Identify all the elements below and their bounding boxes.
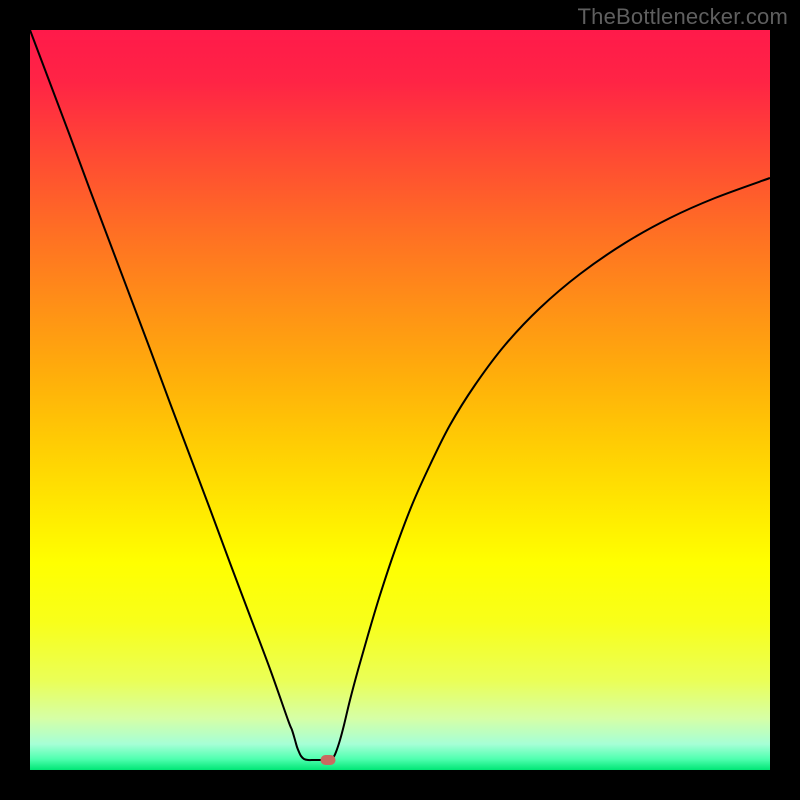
- left-branch: [30, 30, 328, 760]
- plot-area: [30, 30, 770, 770]
- right-branch: [328, 178, 770, 760]
- minimum-marker: [321, 755, 336, 765]
- gradient-background: [30, 30, 770, 770]
- curve-layer: [30, 30, 770, 770]
- watermark-text: TheBottlenecker.com: [578, 4, 788, 30]
- chart-frame: TheBottlenecker.com: [0, 0, 800, 800]
